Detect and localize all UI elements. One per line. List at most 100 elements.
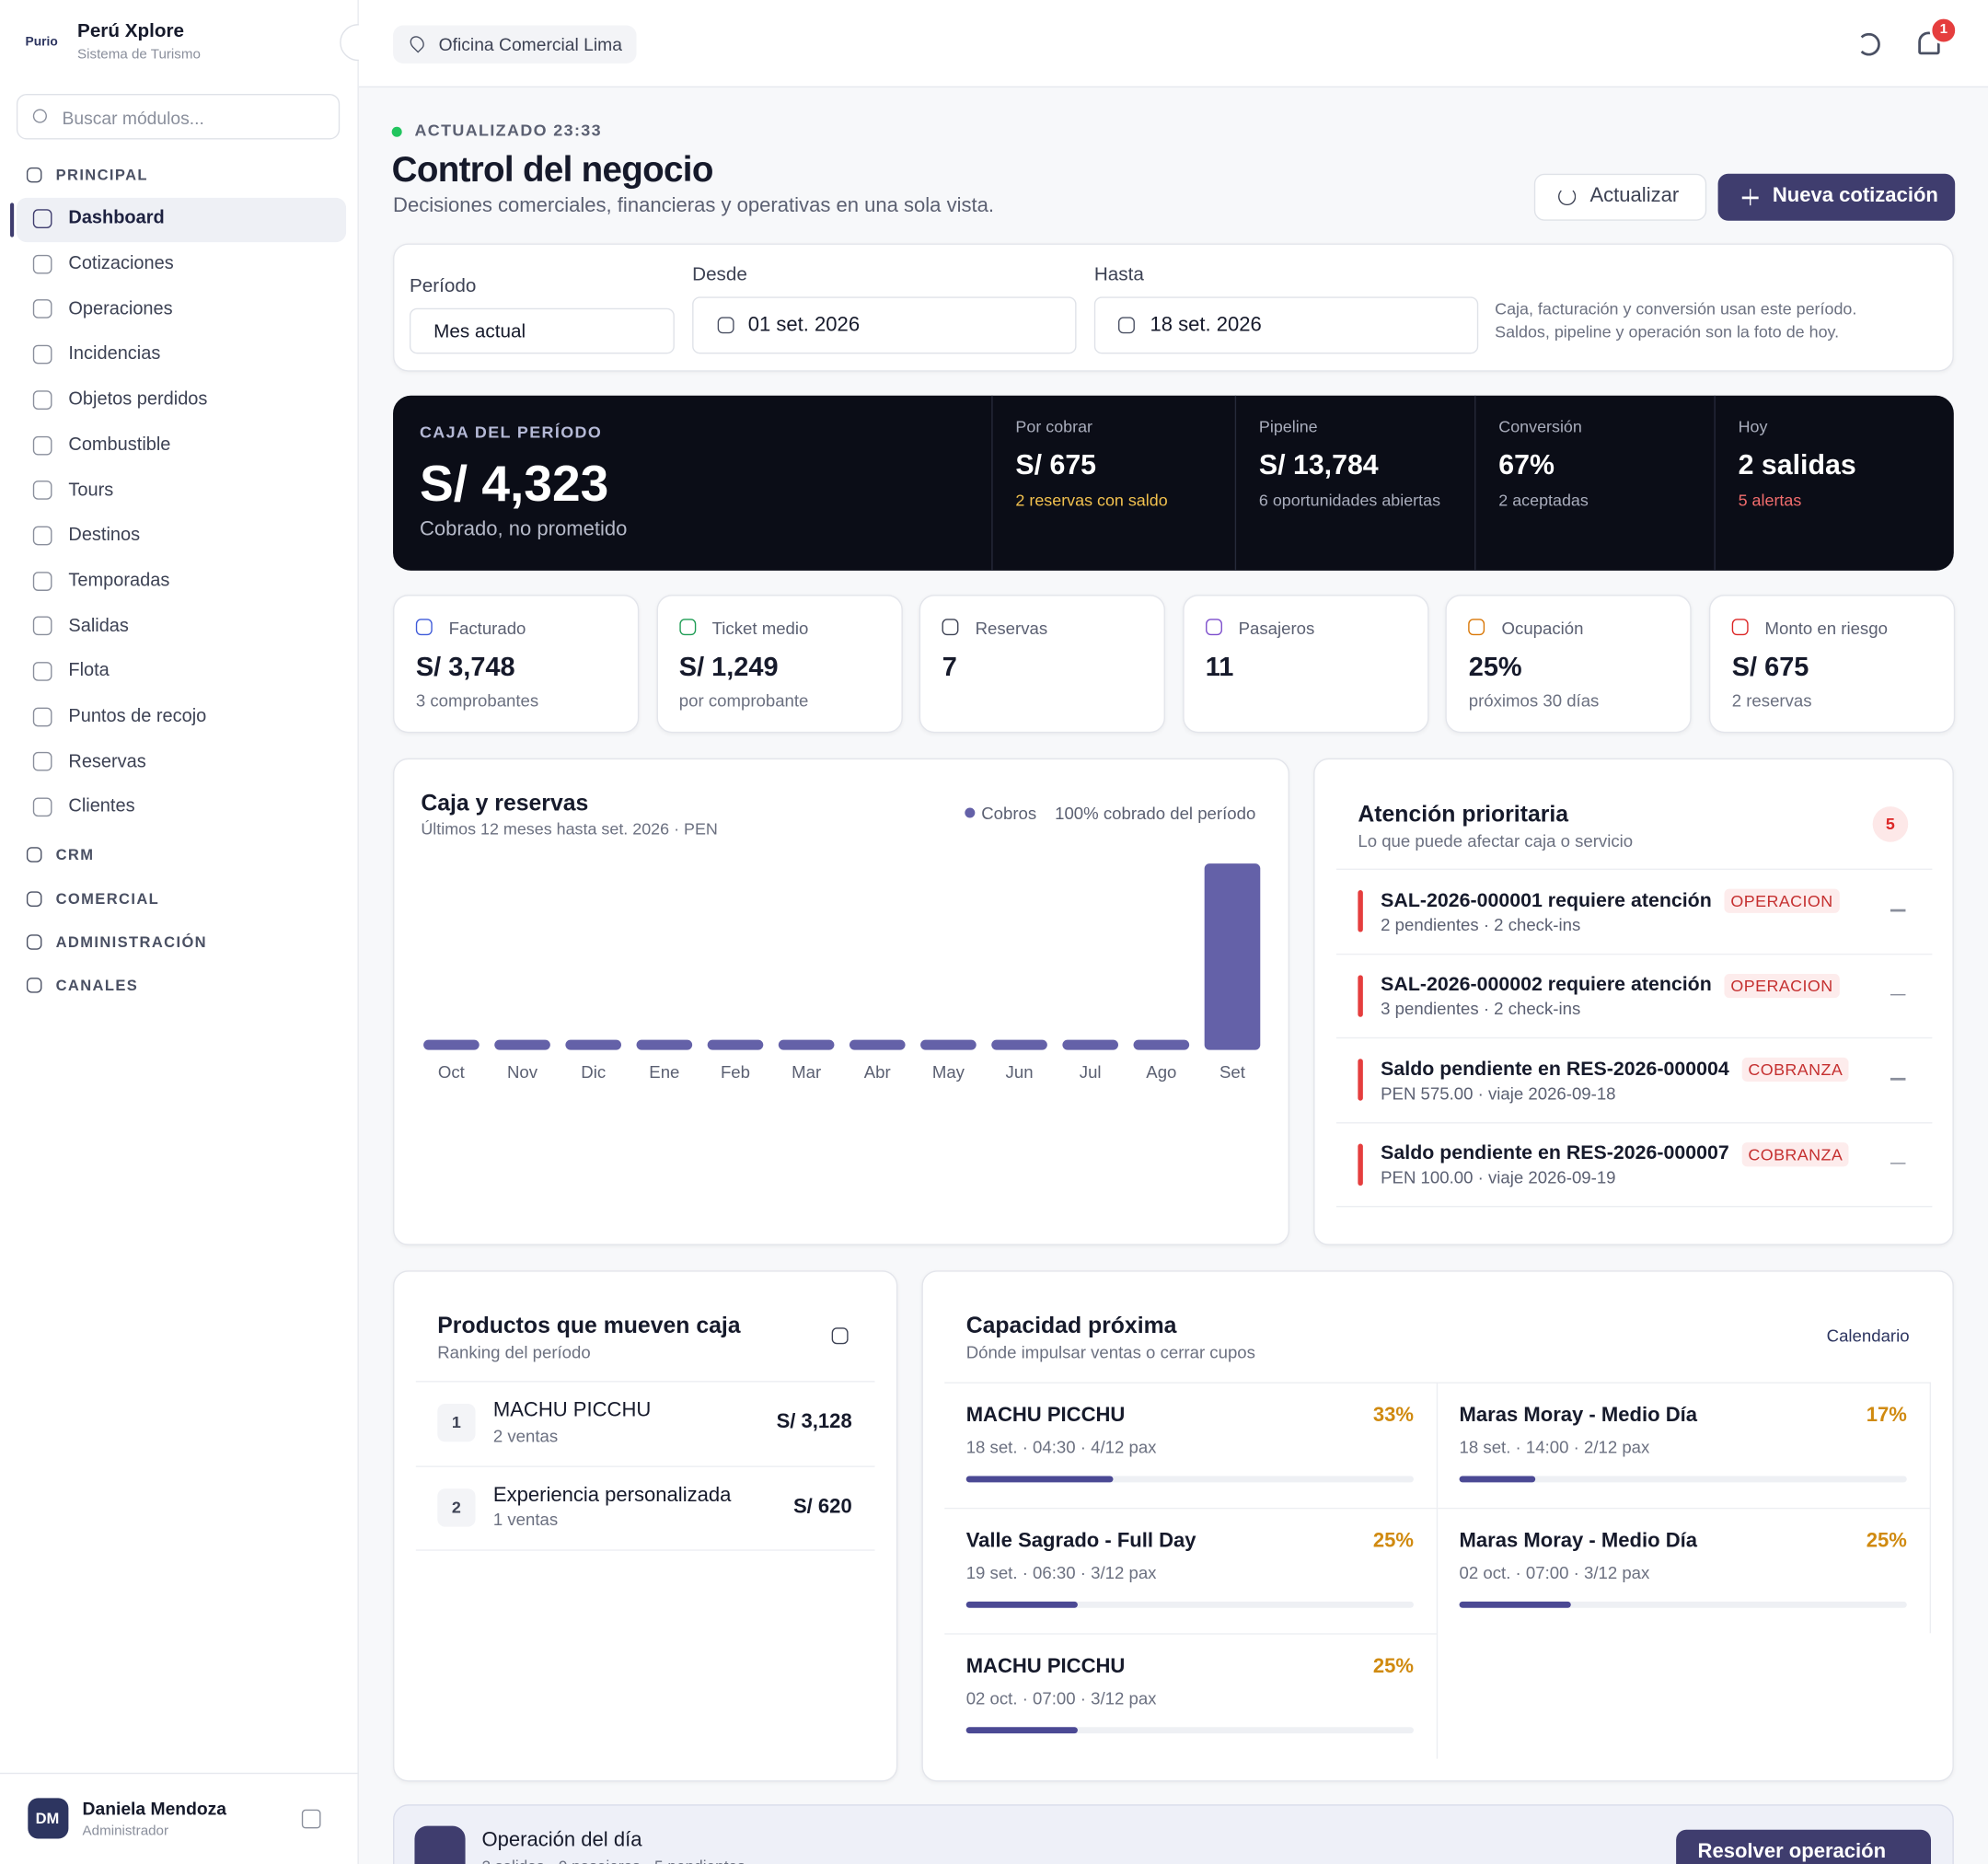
nav-icon [32, 209, 52, 228]
kpi-value: S/ 3,748 [415, 653, 515, 683]
hero-stat-label: Conversión [1498, 417, 1582, 437]
to-value: 18 set. 2026 [1150, 315, 1262, 337]
capacity-fill [965, 1727, 1079, 1734]
nav-item[interactable]: Incidencias [68, 343, 161, 365]
sidebar [0, 0, 359, 1864]
user-name: Daniela Mendoza [82, 1797, 227, 1818]
hero-stat-value: 67% [1498, 448, 1555, 480]
to-input[interactable] [1093, 296, 1479, 354]
alert-row[interactable]: Saldo pendiente en RES-2026-000007 COBRAN… [1381, 1141, 1850, 1166]
alert-detail: PEN 575.00 · viaje 2026-09-18 [1381, 1083, 1616, 1104]
nav-icon [32, 616, 52, 636]
alert-detail: 2 pendientes · 2 check-ins [1381, 915, 1581, 935]
nav-item[interactable]: Flota [68, 661, 110, 682]
section-icon [26, 847, 42, 863]
hero-stat-value: S/ 675 [1015, 448, 1097, 480]
alert-row[interactable]: SAL-2026-000001 requiere atención OPERACI… [1381, 888, 1840, 913]
period-select[interactable] [409, 307, 675, 354]
kpi-card [656, 595, 903, 734]
capacity-name: MACHU PICCHU [965, 1656, 1126, 1679]
kpi-value: S/ 1,249 [678, 653, 779, 683]
alert-title: SAL-2026-000002 requiere atención [1381, 973, 1712, 996]
operation-icon [414, 1825, 466, 1864]
bar [849, 1039, 906, 1050]
filter-label: Período [409, 274, 477, 297]
alert-divider [1335, 868, 1933, 870]
nav-item[interactable]: Operaciones [68, 298, 173, 319]
x-tick-label: Feb [720, 1062, 750, 1083]
kpi-label: Pasajeros [1238, 619, 1315, 638]
section-title[interactable]: COMERCIAL [55, 889, 160, 909]
hero-stat-detail: 2 reservas con saldo [1015, 491, 1168, 510]
nav-item[interactable]: Clientes [68, 796, 135, 817]
kpi-card [919, 595, 1166, 734]
chart-subtitle: Últimos 12 meses hasta set. 2026 · PEN [421, 819, 718, 839]
alert-title: Saldo pendiente en RES-2026-000004 [1381, 1058, 1729, 1080]
nav-item[interactable]: Reservas [68, 751, 146, 772]
search-box[interactable] [16, 93, 341, 140]
nav-item[interactable]: Salidas [68, 615, 129, 636]
capacity-track [965, 1601, 1414, 1608]
nav-icon [32, 480, 52, 501]
nav-item[interactable]: Destinos [68, 525, 141, 546]
logout-button[interactable] [301, 1809, 321, 1829]
hero-stat-detail: 6 oportunidades abiertas [1258, 491, 1441, 510]
office-name: Oficina Comercial Lima [438, 33, 622, 54]
theme-toggle[interactable] [1857, 32, 1880, 56]
from-input[interactable] [692, 296, 1077, 354]
alert-arrow [1890, 1162, 1906, 1164]
nav-item[interactable]: Combustible [68, 434, 171, 456]
alert-row[interactable]: Saldo pendiente en RES-2026-000004 COBRAN… [1381, 1057, 1850, 1083]
capacity-subtitle: Dónde impulsar ventas o cerrar cupos [965, 1342, 1255, 1362]
section-title[interactable]: ADMINISTRACIÓN [55, 932, 207, 951]
x-tick-label: Jul [1079, 1062, 1102, 1083]
resolve-button[interactable] [1676, 1829, 1932, 1864]
alert-divider [1335, 1206, 1933, 1208]
hero-caption: Cobrado, no prometido [419, 518, 628, 541]
kpi-icon [942, 619, 959, 636]
hero-stat-label: Hoy [1738, 417, 1768, 437]
page-title: Control del negocio [391, 149, 714, 190]
kpi-card [1445, 595, 1693, 734]
hero-divider [1474, 395, 1476, 571]
product-divider [415, 1549, 875, 1551]
x-tick-label: Jun [1005, 1062, 1034, 1083]
nav-icon [32, 526, 52, 546]
section-title[interactable]: CRM [55, 845, 95, 863]
x-tick-label: Abr [863, 1062, 891, 1083]
alert-tag: OPERACION [1724, 973, 1840, 998]
nav-item[interactable]: Dashboard [68, 208, 165, 229]
alert-divider [1335, 953, 1933, 955]
plus-v [1749, 189, 1751, 206]
kpi-label: Facturado [448, 619, 526, 638]
capacity-percent: 17% [1866, 1405, 1907, 1428]
user-divider [0, 1772, 359, 1775]
calendar-link[interactable]: Calendario [1826, 1326, 1910, 1346]
from-value: 01 set. 2026 [747, 315, 861, 337]
nav-item[interactable]: Cotizaciones [68, 253, 174, 274]
nav-item[interactable]: Puntos de recojo [68, 706, 207, 727]
kpi-detail: próximos 30 días [1468, 690, 1600, 711]
alert-tag: OPERACION [1724, 888, 1840, 913]
product-rank: 2 [451, 1497, 461, 1516]
user-role: Administrador [82, 1823, 169, 1839]
alert-row[interactable]: SAL-2026-000002 requiere atención OPERACI… [1381, 973, 1840, 998]
status-text: ACTUALIZADO 23:33 [414, 121, 602, 140]
x-tick-label: Mar [792, 1062, 822, 1083]
capacity-name: MACHU PICCHU [965, 1405, 1126, 1428]
hero-stat-value: S/ 13,784 [1258, 448, 1379, 480]
capacity-cell [944, 1382, 1439, 1508]
nav-icon [32, 707, 52, 726]
nav-item[interactable]: Temporadas [68, 570, 170, 591]
bar [636, 1039, 693, 1050]
nav-item[interactable]: Tours [68, 480, 114, 501]
alert-arrow [1890, 1077, 1906, 1081]
nav-item[interactable]: Objetos perdidos [68, 389, 208, 411]
kpi-value: 7 [942, 653, 957, 683]
x-tick-label: Set [1219, 1062, 1245, 1083]
alert-marker [1358, 974, 1363, 1017]
legend-label: Cobros [981, 804, 1037, 823]
capacity-percent: 25% [1866, 1531, 1907, 1553]
section-title[interactable]: CANALES [55, 976, 139, 994]
hero-stat-detail: 5 alertas [1738, 491, 1802, 510]
